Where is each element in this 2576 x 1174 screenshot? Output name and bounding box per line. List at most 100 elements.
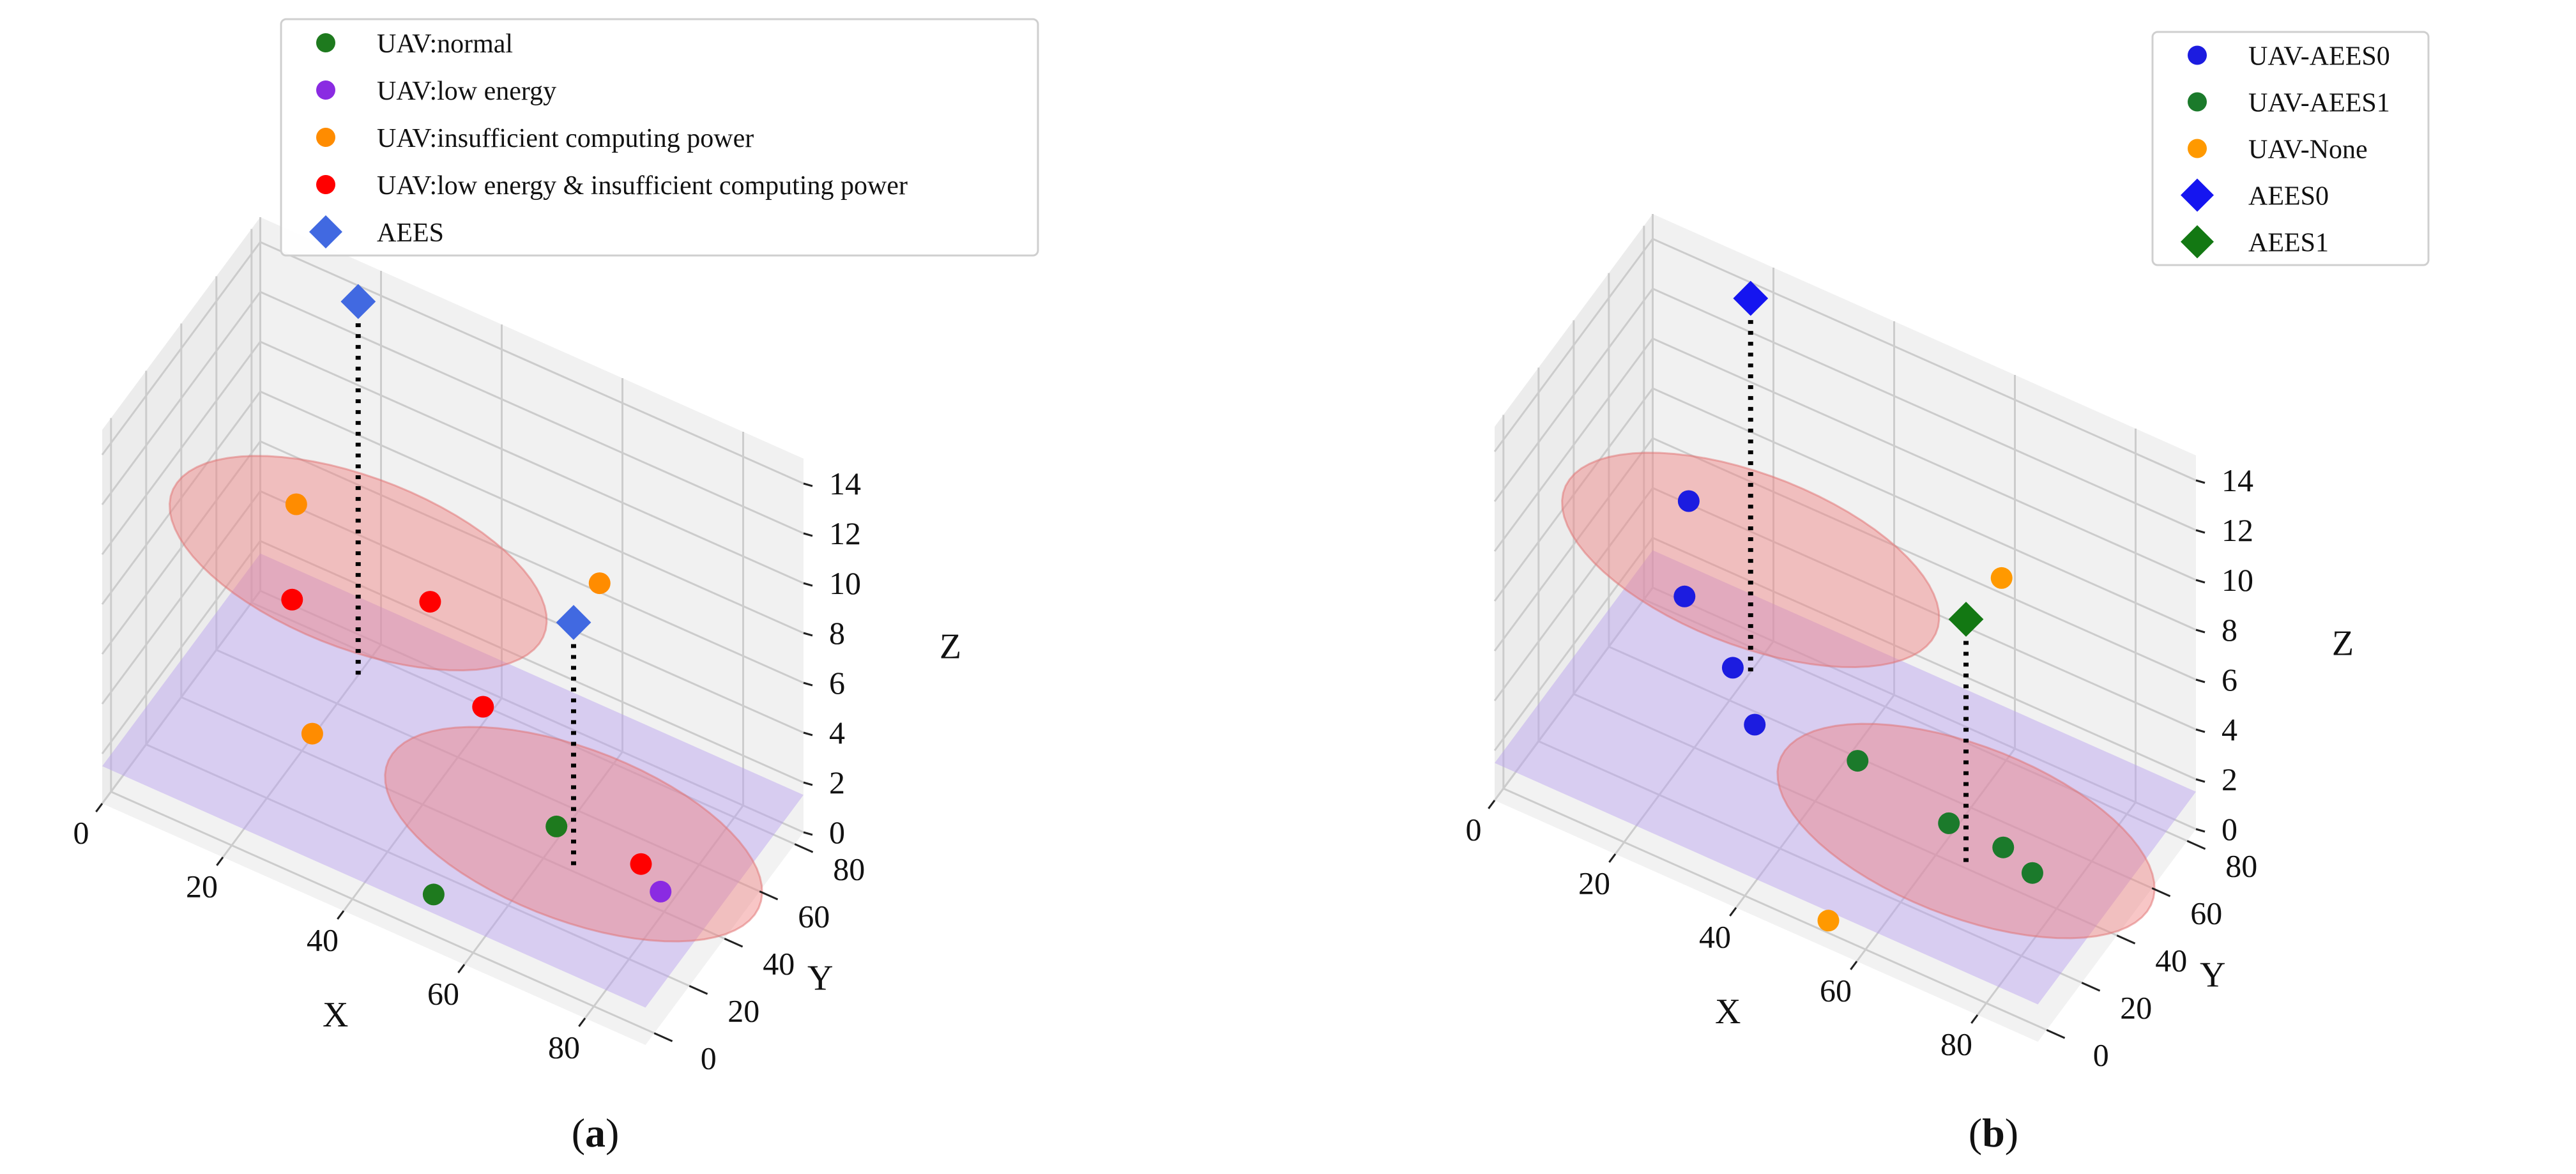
data-point bbox=[630, 853, 652, 875]
x-tick-label: 20 bbox=[1578, 865, 1610, 901]
z-gridline bbox=[101, 540, 804, 784]
legend-label: UAV:low energy bbox=[377, 77, 556, 106]
x-tick-label: 80 bbox=[1940, 1026, 1972, 1062]
data-point bbox=[1673, 585, 1696, 607]
data-point bbox=[1744, 713, 1766, 736]
x-tick-label: 40 bbox=[307, 922, 339, 957]
z-gridline bbox=[1493, 487, 2197, 731]
z-tick-label: 8 bbox=[2222, 612, 2237, 648]
z-gridline bbox=[1493, 287, 2197, 531]
y-tick bbox=[2046, 1029, 2066, 1039]
y-tick-label: 80 bbox=[2225, 848, 2257, 883]
legend-marker bbox=[2188, 92, 2207, 112]
back-pane bbox=[1652, 214, 2196, 829]
y-tick-label: 40 bbox=[2155, 942, 2187, 978]
z-tick-label: 4 bbox=[829, 715, 845, 751]
z-gridline bbox=[1493, 586, 2197, 830]
y-tick-label: 0 bbox=[701, 1040, 717, 1076]
z-axis-label: Z bbox=[2332, 624, 2354, 664]
x-tick-label: 60 bbox=[427, 975, 459, 1011]
z-tick bbox=[2195, 678, 2206, 683]
z-tick bbox=[2195, 629, 2206, 634]
x-tick-label: 40 bbox=[1699, 919, 1731, 954]
y-tick-label: 20 bbox=[2120, 989, 2152, 1025]
legend-label: AEES bbox=[377, 218, 444, 248]
x-tick bbox=[216, 857, 224, 866]
z-gridline bbox=[1493, 238, 2197, 482]
y-tick bbox=[2116, 934, 2136, 945]
x-tick-label: 0 bbox=[73, 814, 89, 850]
z-tick-label: 2 bbox=[2222, 761, 2237, 797]
x-axis-label: X bbox=[323, 995, 348, 1035]
z-tick bbox=[803, 831, 813, 836]
y-tick-label: 60 bbox=[2190, 895, 2222, 931]
legend-label: AEES1 bbox=[2248, 229, 2329, 258]
legend-label: UAV:insufficient computing power bbox=[377, 124, 754, 153]
z-tick bbox=[803, 582, 813, 587]
z-gridline bbox=[101, 440, 804, 684]
data-point bbox=[588, 572, 611, 595]
data-point bbox=[545, 815, 568, 837]
data-point bbox=[1721, 657, 1744, 679]
x-tick-label: 80 bbox=[548, 1029, 580, 1065]
z-tick-label: 8 bbox=[829, 615, 845, 651]
z-gridline bbox=[1493, 437, 2197, 681]
ground-plane bbox=[1495, 550, 2196, 1005]
legend-marker bbox=[2181, 178, 2214, 212]
x-tick bbox=[578, 1018, 586, 1027]
legend-label: AEES0 bbox=[2248, 182, 2329, 211]
data-point bbox=[1938, 812, 1960, 834]
y-tick-label: 60 bbox=[798, 898, 830, 934]
data-point bbox=[1677, 490, 1700, 512]
panel-b-caption: (b) bbox=[1969, 1110, 2018, 1155]
legend-marker bbox=[2181, 225, 2214, 259]
aees-diamond bbox=[556, 605, 591, 640]
z-tick bbox=[803, 781, 813, 786]
z-tick bbox=[2195, 529, 2206, 534]
y-axis-label: Y bbox=[807, 959, 833, 998]
y-tick-label: 80 bbox=[833, 851, 865, 887]
x-tick bbox=[95, 803, 103, 812]
y-tick bbox=[794, 843, 814, 853]
data-point bbox=[285, 493, 307, 515]
z-gridline bbox=[101, 340, 804, 584]
legend-marker bbox=[2188, 139, 2207, 158]
x-tick-label: 60 bbox=[1820, 972, 1852, 1008]
legend-marker bbox=[316, 80, 335, 100]
z-tick bbox=[803, 731, 813, 736]
z-tick-label: 4 bbox=[2222, 712, 2237, 747]
legend-marker bbox=[316, 128, 335, 147]
x-tick bbox=[457, 964, 466, 973]
legend-marker bbox=[2188, 45, 2207, 65]
z-tick bbox=[2195, 579, 2206, 584]
z-tick-label: 10 bbox=[2222, 562, 2253, 598]
y-tick-label: 40 bbox=[763, 945, 795, 981]
y-tick bbox=[2186, 840, 2206, 850]
z-tick bbox=[803, 632, 813, 637]
z-gridline bbox=[101, 241, 804, 485]
z-gridline bbox=[101, 291, 804, 535]
legend-label: UAV-AEES0 bbox=[2248, 42, 2390, 72]
y-tick bbox=[689, 985, 708, 995]
z-tick-label: 10 bbox=[829, 565, 861, 601]
z-tick-label: 0 bbox=[829, 814, 845, 850]
z-tick bbox=[2195, 828, 2206, 833]
aees-diamond bbox=[340, 284, 376, 319]
data-point bbox=[1847, 750, 1869, 772]
z-tick-label: 6 bbox=[829, 665, 845, 701]
z-gridline bbox=[101, 490, 804, 734]
ground-plane bbox=[102, 553, 804, 1008]
data-point bbox=[422, 883, 445, 906]
z-tick-label: 12 bbox=[2222, 512, 2253, 548]
z-tick-label: 14 bbox=[829, 466, 861, 501]
z-tick-label: 6 bbox=[2222, 662, 2237, 698]
z-gridline bbox=[1493, 337, 2197, 581]
z-axis-label: Z bbox=[940, 627, 961, 667]
legend-label: UAV:low energy & insufficient computing … bbox=[377, 171, 908, 201]
data-point bbox=[301, 722, 323, 745]
z-tick bbox=[2195, 479, 2206, 484]
z-tick-label: 0 bbox=[2222, 811, 2237, 847]
x-axis-label: X bbox=[1715, 992, 1741, 1032]
x-tick bbox=[1850, 961, 1858, 970]
